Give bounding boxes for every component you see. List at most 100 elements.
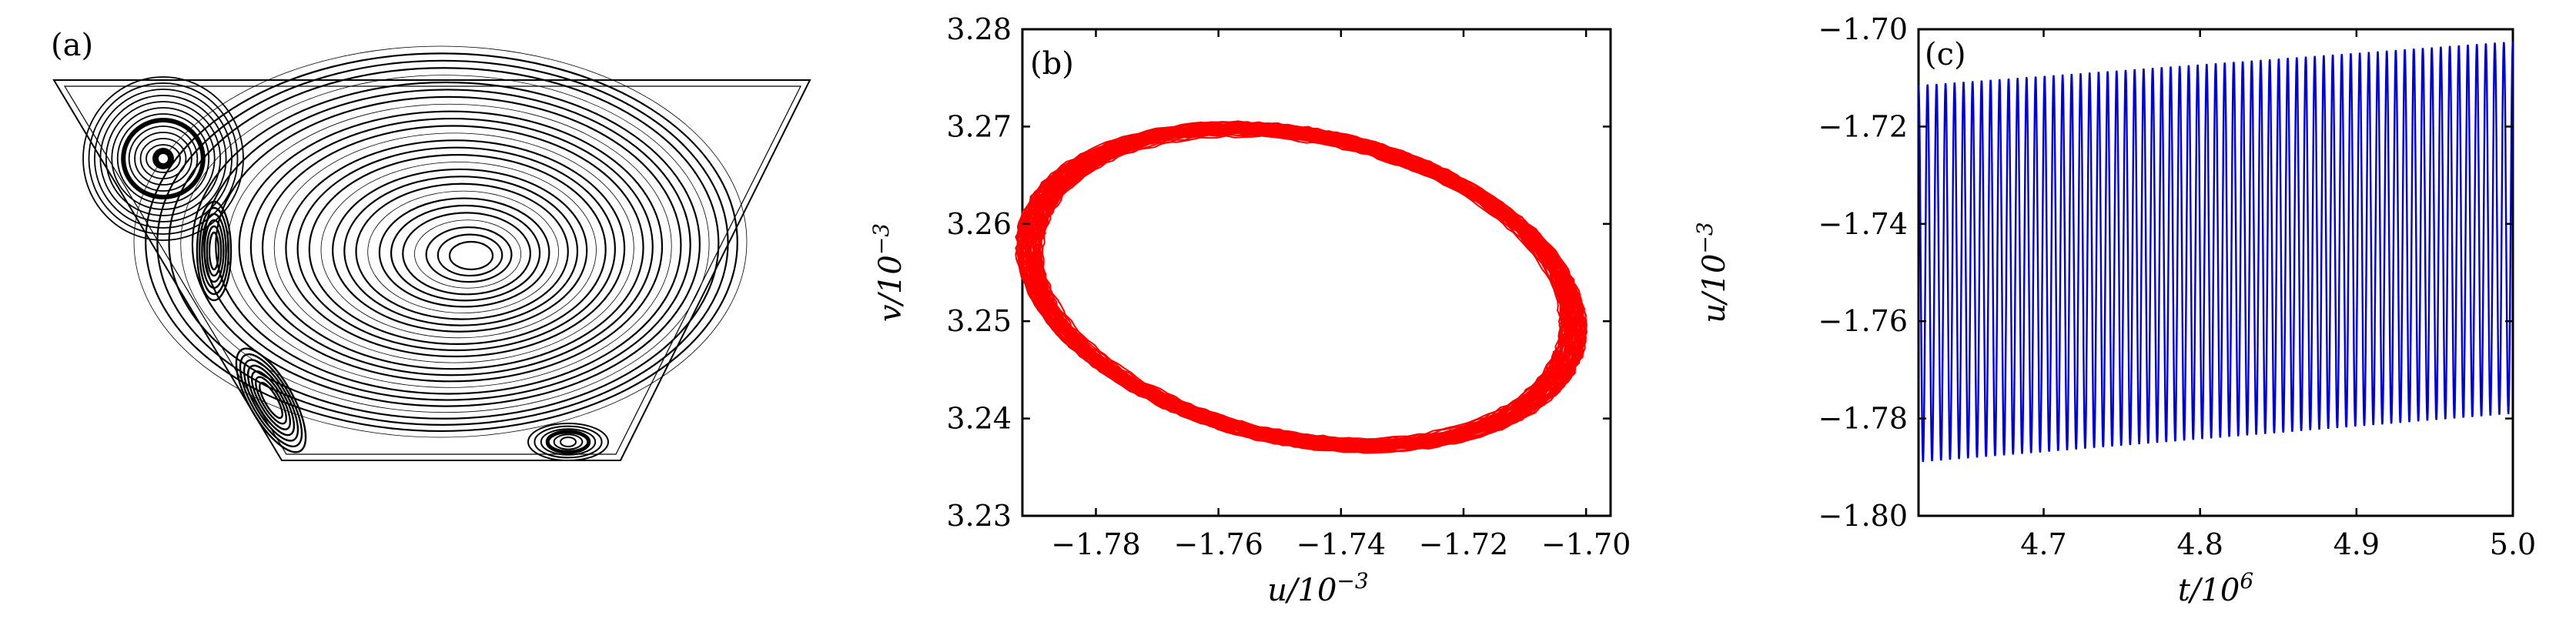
- streamline: [246, 364, 296, 437]
- streamline: [425, 226, 513, 283]
- orbit-trajectory: [1016, 120, 1587, 454]
- streamline: [88, 82, 239, 235]
- streamline: [82, 76, 244, 241]
- orbit-trajectory: [1015, 124, 1588, 450]
- orbit-trajectory: [1027, 129, 1577, 444]
- orbit-trajectory: [1033, 122, 1569, 452]
- orbit-trajectory: [1039, 128, 1564, 447]
- cavity-outline: [52, 79, 811, 461]
- orbit-trajectory: [1039, 133, 1564, 442]
- streamline: [250, 370, 292, 430]
- y-tick-label: −1.78: [1818, 402, 1908, 436]
- panel-b-phase-portrait: (b) −1.78 −1.76 −1.74 −1.72 −1.70 3.233.243.…: [868, 12, 1631, 608]
- streamline: [128, 125, 199, 192]
- vortex-core-center: [463, 250, 479, 261]
- orbit-trajectory: [1023, 129, 1580, 444]
- panel-b-orbit-series: [1015, 120, 1588, 454]
- streamline: [320, 162, 597, 339]
- orbit-trajectory: [1018, 124, 1584, 450]
- streamline: [255, 376, 287, 425]
- streamline: [201, 212, 227, 289]
- orbit-trajectory: [1029, 127, 1574, 447]
- streamline: [203, 219, 225, 283]
- orbit-trajectory: [1017, 123, 1584, 451]
- y-tick-label: −1.74: [1818, 207, 1908, 241]
- y-tick-label: −1.80: [1818, 499, 1908, 533]
- streamline: [208, 231, 220, 271]
- x-tick-label: −1.74: [1296, 527, 1386, 561]
- orbit-trajectory: [1024, 129, 1578, 446]
- streamline: [527, 423, 609, 461]
- streamline: [116, 113, 210, 204]
- orbit-trajectory: [1019, 129, 1583, 446]
- streamline: [437, 233, 503, 277]
- streamline: [545, 430, 591, 454]
- orbit-trajectory: [1022, 125, 1581, 448]
- orbit-trajectory: [1034, 130, 1571, 444]
- orbit-trajectory: [1030, 125, 1574, 448]
- streamline: [390, 204, 541, 302]
- streamline: [99, 95, 227, 222]
- orbit-trajectory: [1032, 123, 1571, 451]
- orbit-trajectory: [1026, 131, 1575, 443]
- streamline-group: [52, 45, 811, 461]
- y-tick-label: −1.70: [1818, 12, 1908, 46]
- streamline: [308, 154, 607, 345]
- orbit-trajectory: [1016, 129, 1586, 446]
- orbit-trajectory: [1031, 127, 1571, 447]
- orbit-trajectory: [1020, 129, 1582, 446]
- streamline: [540, 428, 597, 456]
- streamline: [261, 125, 644, 370]
- streamline: [402, 212, 531, 296]
- x-tick-label: 4.7: [2020, 527, 2066, 561]
- streamline: [191, 81, 701, 407]
- x-tick-label: −1.78: [1051, 527, 1140, 561]
- y-tick-label: 3.24: [946, 402, 1012, 436]
- panel-c-y-axis-label: u/10−3: [1692, 222, 1732, 323]
- panel-c-y-ticks: −1.80 −1.78 −1.76 −1.74 −1.72 −1.70: [1818, 12, 2513, 533]
- orbit-trajectory: [1020, 125, 1583, 450]
- x-tick-label: 4.9: [2333, 527, 2380, 561]
- x-tick-label: 4.8: [2176, 527, 2223, 561]
- streamline: [206, 225, 222, 277]
- panel-c-x-ticks: 4.7 4.8 4.9 5.0: [2020, 29, 2536, 561]
- streamline: [238, 110, 664, 383]
- u-time-series-line: [1917, 41, 2514, 463]
- orbit-trajectory: [1032, 122, 1571, 452]
- orbit-trajectory: [1036, 131, 1565, 443]
- orbit-trajectory: [1023, 131, 1578, 442]
- streamline: [156, 59, 729, 426]
- orbit-trajectory: [1018, 120, 1585, 453]
- vortex-core-upper-left-dot: [159, 154, 168, 163]
- orbit-trajectory: [1037, 129, 1566, 445]
- streamline: [111, 107, 216, 210]
- orbit-trajectory: [1026, 132, 1576, 442]
- orbit-trajectory: [1038, 128, 1564, 446]
- streamline: [180, 75, 710, 413]
- streamline: [121, 118, 206, 199]
- streamline: [243, 359, 299, 442]
- streamline: [105, 101, 222, 216]
- panel-c-label-bg: [1921, 34, 1981, 74]
- streamline: [285, 139, 626, 358]
- panel-c-plot-frame: [1917, 28, 2514, 517]
- orbit-trajectory: [1029, 129, 1574, 445]
- orbit-trajectory: [1035, 132, 1566, 443]
- orbit-trajectory: [1033, 122, 1567, 452]
- y-tick-label: −1.72: [1818, 109, 1908, 143]
- orbit-trajectory: [1030, 131, 1571, 443]
- x-tick-label: −1.76: [1173, 527, 1263, 561]
- panel-c-label: (c): [1925, 37, 1966, 72]
- orbit-trajectory: [1024, 132, 1577, 443]
- panel-c-x-axis-label: t/106: [2178, 568, 2253, 608]
- orbit-trajectory: [1039, 132, 1564, 443]
- y-tick-label: −1.76: [1818, 304, 1908, 338]
- streamline: [259, 381, 283, 420]
- orbit-trajectory: [1019, 125, 1581, 450]
- panel-c-time-series: (c) 4.7 4.8 4.9 5.0 −1.80−1.78−1.76−1.74−1.…: [1692, 12, 2536, 608]
- streamline: [296, 146, 616, 352]
- streamline: [168, 67, 720, 420]
- streamline: [133, 45, 748, 438]
- x-tick-label: −1.72: [1419, 527, 1508, 561]
- orbit-trajectory: [1031, 125, 1571, 450]
